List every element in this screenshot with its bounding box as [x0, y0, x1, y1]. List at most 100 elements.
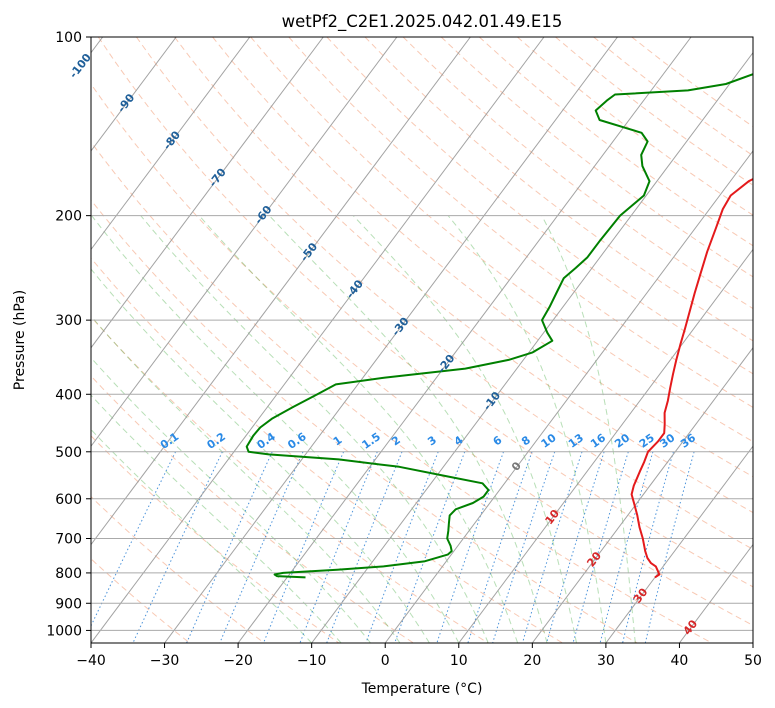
y-tick-label: 400: [55, 387, 82, 403]
y-axis-title: Pressure (hPa): [12, 290, 28, 390]
isotherm-line: [91, 37, 471, 546]
isotherm-line: [311, 51, 753, 643]
moist-adiabat: [91, 268, 430, 643]
isotherm-line: [237, 37, 692, 643]
isotherm-label: -90: [115, 91, 138, 115]
x-tick-label: 0: [381, 653, 390, 669]
profiles: [245, 73, 753, 579]
isotherm-line: [91, 37, 251, 251]
moist-adiabat: [447, 215, 607, 643]
y-tick-label: 300: [55, 313, 82, 329]
dry-adiabat: [440, 37, 753, 278]
isotherm-label: -10: [481, 389, 504, 413]
dry-adiabat: [402, 37, 753, 310]
mixing-ratio-label: 25: [637, 431, 657, 450]
moist-adiabat: [140, 215, 489, 643]
x-axis-title: Temperature (°C): [361, 681, 483, 697]
isotherm-line: [91, 37, 398, 448]
isotherm-line: [458, 248, 753, 643]
x-tick-label: 30: [597, 653, 615, 669]
dry-adiabat: [326, 37, 753, 375]
moist-adiabat: [352, 215, 577, 643]
y-tick-label: 500: [55, 445, 82, 461]
x-axis-ticks: −40 −30 −20 −10 0 10 20 30 40 50: [76, 643, 762, 669]
dry-adiabat: [631, 37, 753, 128]
x-tick-label: 40: [671, 653, 689, 669]
isotherm-line: [678, 543, 753, 643]
isotherm-line: [605, 445, 753, 643]
mixing-ratio-line: [622, 451, 674, 643]
dewpoint-profile-line: [245, 73, 753, 579]
moist-adiabat: [91, 428, 313, 643]
moist-adiabat: [91, 357, 371, 643]
dry-adiabat: [555, 37, 753, 186]
grid: [91, 37, 753, 643]
isotherm-label: -50: [298, 240, 321, 264]
mixing-ratio-label: 3: [425, 433, 439, 448]
dry-adiabat: [91, 558, 191, 643]
dry-adiabat: [364, 37, 753, 342]
x-tick-label: −10: [297, 653, 327, 669]
mixing-ratio-label: 0.1: [158, 430, 181, 452]
dry-adiabat: [91, 435, 340, 643]
isotherm-line: [164, 37, 618, 643]
moist-adiabat: [541, 215, 636, 643]
mixing-ratio-label: 4: [452, 433, 466, 448]
mixing-ratio-label: 36: [678, 431, 698, 451]
isotherm-label: 40: [681, 617, 701, 637]
dry-adiabat: [91, 141, 713, 643]
mixing-ratio-label: 0.4: [254, 430, 278, 452]
y-tick-label: 800: [55, 566, 82, 582]
mixing-ratio-labels: 0.1 0.2 0.4 0.6 1 1.5 2 3 4 6 8 10 13 16 20 25 30 36: [158, 430, 698, 452]
moist-adiabat: [268, 215, 548, 643]
mixing-ratio-label: 1: [331, 433, 345, 448]
moist-adiabat: [91, 215, 460, 643]
isotherm-label: -100: [67, 51, 94, 81]
mixing-ratio-line: [299, 451, 378, 643]
x-tick-label: −20: [223, 653, 253, 669]
y-tick-label: 1000: [46, 623, 82, 639]
isotherm-label: 0: [509, 459, 524, 473]
isotherm-label: 30: [631, 585, 651, 605]
y-axis-ticks: 100 200 300 400 500 600 700 800 900 1000: [46, 30, 91, 639]
mixing-ratio-line: [263, 451, 345, 643]
mixing-ratio-line: [492, 451, 556, 643]
plot-frame: [90, 36, 754, 644]
isotherm-label: -60: [252, 203, 275, 227]
isotherm-line: [91, 37, 324, 349]
dry-adiabat: [174, 37, 753, 514]
isotherm-label: -70: [206, 165, 229, 189]
mixing-ratio-line: [326, 451, 403, 643]
isotherm-line: [384, 150, 753, 643]
moist-adiabat: [91, 394, 342, 643]
mixing-ratio-label: 6: [491, 433, 505, 448]
dry-adiabat: [91, 257, 563, 643]
y-tick-label: 700: [55, 532, 82, 548]
temperature-profile-line: [630, 177, 753, 579]
x-tick-label: 10: [450, 653, 468, 669]
mixing-ratio-line: [365, 451, 439, 643]
mixing-ratio-line: [572, 451, 629, 643]
isotherm-label: 10: [542, 507, 562, 527]
y-tick-label: 200: [55, 209, 82, 225]
isotherm-line: [91, 37, 177, 152]
y-tick-label: 600: [55, 492, 82, 508]
x-tick-label: −30: [150, 653, 180, 669]
dry-adiabat: [91, 496, 265, 643]
x-tick-label: 50: [744, 653, 762, 669]
mixing-ratio-line: [599, 451, 654, 643]
chart-title: wetPf2_C2E1.2025.042.01.49.E15: [282, 12, 563, 32]
x-tick-label: 20: [523, 653, 541, 669]
isotherm-label: 20: [584, 549, 604, 569]
dry-adiabat: [91, 375, 414, 643]
mixing-ratio-line: [467, 451, 533, 643]
x-tick-label: −40: [76, 653, 106, 669]
background-lines: [91, 37, 753, 643]
isotherm-line: [531, 346, 753, 643]
dry-adiabat: [91, 83, 753, 626]
moist-adiabat: [91, 315, 401, 643]
mixing-ratio-line: [91, 451, 177, 627]
mixing-ratio-label: 30: [657, 431, 677, 451]
mixing-ratio-label: 0.6: [285, 430, 309, 452]
